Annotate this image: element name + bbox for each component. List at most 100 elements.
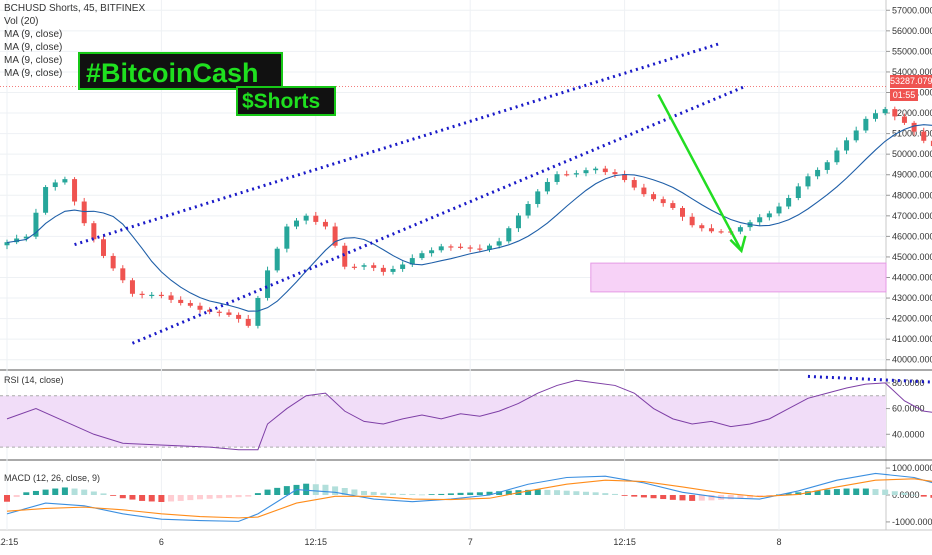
candle-body — [91, 223, 97, 240]
macd-histogram-bar — [119, 495, 126, 499]
macd-histogram-bar — [727, 495, 734, 500]
study-label-ma-4[interactable]: MA (9, close) — [4, 68, 63, 79]
candle-body — [14, 238, 20, 243]
time-tick-label: 12:15 — [305, 537, 328, 547]
candle-body — [168, 295, 174, 300]
candle-body — [699, 225, 705, 229]
candle-body — [274, 248, 280, 271]
macd-histogram-bar — [573, 491, 580, 495]
candle-body — [680, 207, 685, 217]
macd-histogram-bar — [351, 489, 358, 495]
macd-histogram-bar — [563, 490, 570, 495]
candle-body — [322, 221, 328, 227]
candle-body — [438, 246, 444, 251]
candle-body — [409, 258, 415, 265]
macd-histogram-bar — [380, 492, 387, 495]
macd-histogram-bar — [583, 491, 589, 495]
channel-upper-line — [74, 41, 722, 247]
macd-histogram-bar — [891, 491, 898, 495]
candle-body — [824, 162, 830, 170]
candle-body — [641, 187, 647, 195]
candle-body — [120, 268, 126, 281]
candle-body — [361, 265, 367, 267]
macd-histogram-bar — [756, 495, 763, 497]
macd-histogram-bar — [409, 494, 416, 495]
candle-body — [448, 246, 454, 248]
macd-histogram-bar — [853, 488, 860, 495]
candle-body — [593, 168, 599, 171]
candle-body — [737, 227, 743, 232]
macd-histogram-bar — [110, 495, 117, 496]
candle-body — [544, 181, 550, 192]
study-label-volume[interactable]: Vol (20) — [4, 16, 39, 27]
time-tick-label: 6 — [159, 537, 164, 547]
candle-body — [921, 131, 927, 141]
candle-body — [622, 174, 628, 181]
macd-histogram-bar — [650, 495, 657, 499]
projection-arrow — [657, 93, 743, 252]
study-label-ma-3[interactable]: MA (9, close) — [4, 55, 63, 66]
macd-histogram-bar — [795, 492, 802, 495]
candle-body — [4, 242, 10, 246]
candle-body — [602, 168, 608, 173]
shorts-annotation[interactable]: $Shorts — [236, 86, 336, 116]
candle-body — [573, 173, 579, 175]
macd-histogram-bar — [447, 493, 454, 495]
study-label-ma-2[interactable]: MA (9, close) — [4, 42, 63, 53]
candle-body — [631, 180, 637, 188]
macd-histogram-bar — [418, 494, 425, 496]
macd-histogram-bar — [669, 495, 676, 500]
macd-histogram-bar — [640, 495, 647, 498]
price-tick-label: 48000.0000 — [892, 190, 932, 200]
macd-histogram-bar — [428, 494, 435, 495]
candle-body — [342, 245, 348, 267]
candle-body — [332, 226, 338, 246]
price-tick-label: 52000.0000 — [892, 108, 932, 118]
candle-body — [766, 213, 772, 218]
macd-histogram-bar — [920, 495, 927, 497]
macd-histogram-bar — [158, 495, 165, 502]
candle-body — [101, 239, 106, 256]
candle-body — [110, 255, 116, 269]
candle-body — [718, 231, 724, 233]
macd-histogram-bar — [322, 484, 329, 495]
candle-body — [52, 182, 58, 188]
price-tick-label: 45000.0000 — [892, 252, 932, 262]
macd-histogram-bar — [457, 492, 464, 495]
candle-body — [873, 113, 878, 119]
candle-body — [554, 174, 560, 182]
macd-histogram-bar — [621, 495, 628, 496]
candle-body — [757, 217, 763, 223]
macd-histogram-bar — [264, 489, 271, 495]
macd-histogram-bar — [399, 493, 406, 495]
candle-body — [226, 312, 232, 315]
study-label-ma-1[interactable]: MA (9, close) — [4, 29, 63, 40]
symbol-title: BCHUSD Shorts, 45, BITFINEX — [4, 3, 146, 14]
time-tick-label: 8 — [776, 537, 781, 547]
bitcoincash-annotation[interactable]: #BitcoinCash — [78, 52, 283, 90]
candle-body — [255, 297, 261, 326]
candle-body — [863, 118, 869, 131]
macd-histogram-bar — [467, 492, 474, 495]
macd-histogram-bar — [544, 489, 551, 495]
macd-histogram-bar — [785, 493, 792, 495]
candle-body — [612, 172, 618, 175]
macd-histogram-bar — [708, 495, 715, 501]
projection-arrow-head — [729, 235, 747, 254]
candle-body — [81, 201, 87, 224]
candle-body — [786, 198, 792, 207]
macd-histogram-bar — [206, 495, 213, 499]
macd-histogram-bar — [833, 489, 840, 495]
macd-histogram-bar — [187, 495, 194, 501]
macd-histogram-bar — [361, 490, 368, 495]
moving-average-line — [6, 124, 932, 312]
candle-body — [303, 215, 309, 221]
macd-histogram-bar — [370, 491, 377, 495]
candle-body — [371, 265, 377, 268]
macd-histogram-bar — [168, 495, 175, 502]
macd-histogram-bar — [911, 494, 918, 496]
candle-body — [467, 247, 473, 249]
candle-body — [689, 216, 695, 226]
macd-histogram-bar — [689, 495, 696, 501]
macd-histogram-bar — [52, 488, 59, 495]
